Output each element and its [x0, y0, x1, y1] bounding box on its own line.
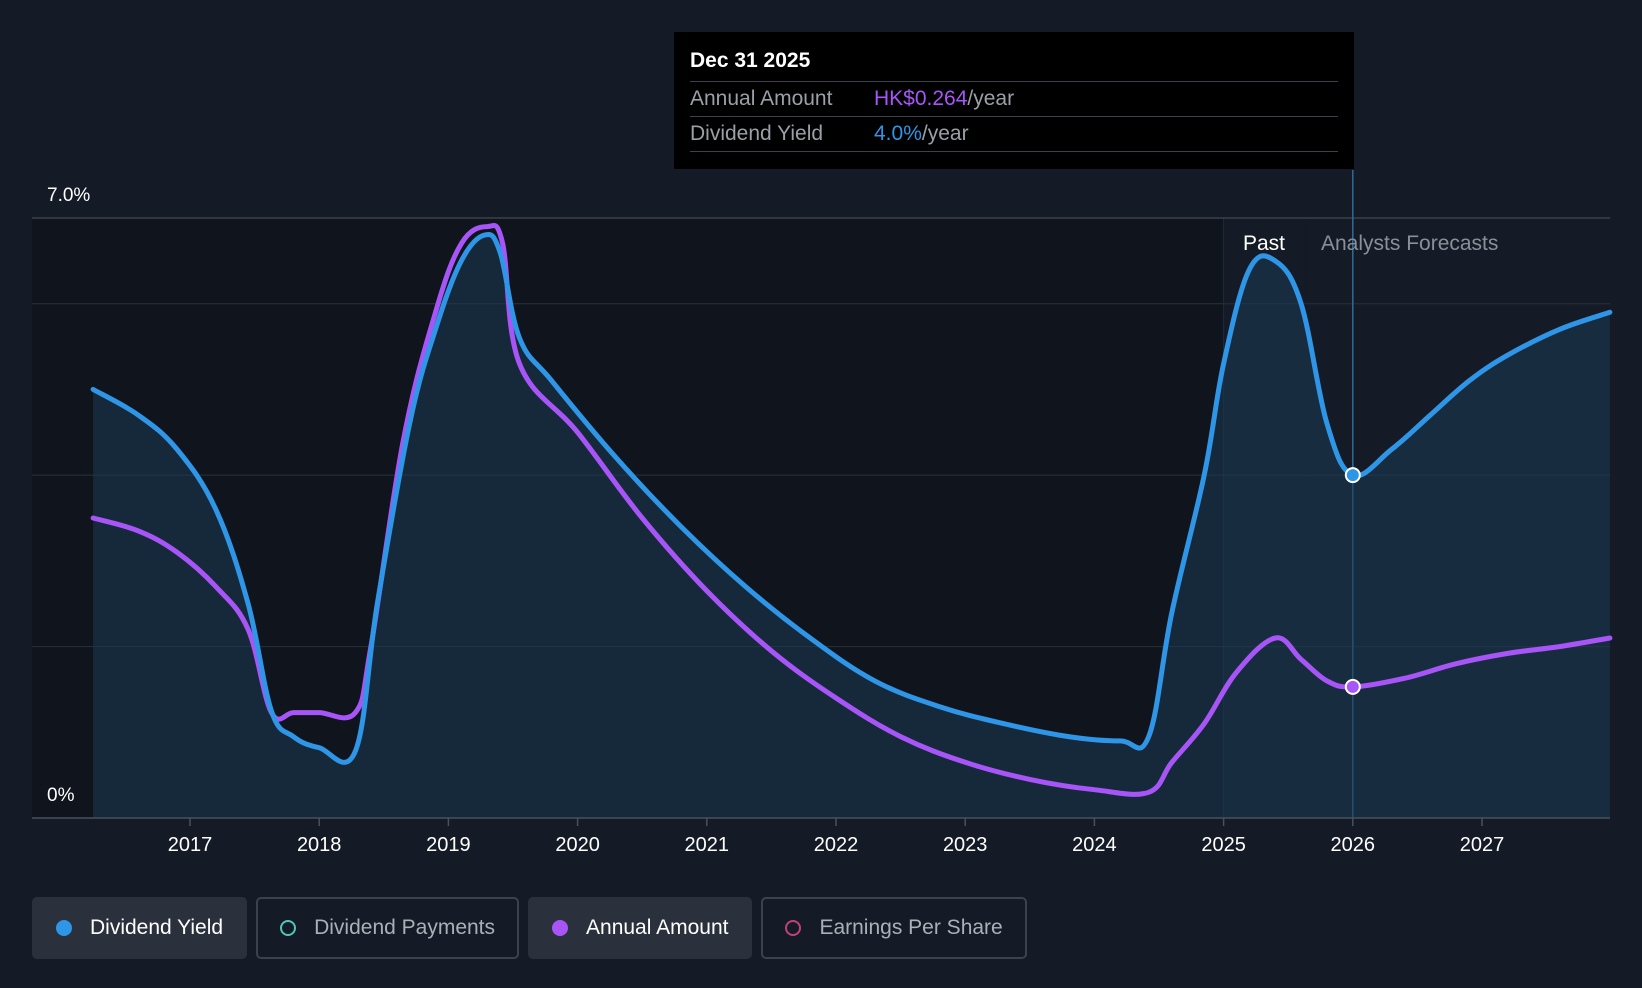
earnings-per-share-ring-icon [785, 920, 802, 936]
tooltip-label: Dividend Yield [690, 122, 824, 145]
dividend-payments-ring-icon [280, 920, 297, 936]
legend-annual-amount[interactable]: Annual Amount [528, 897, 753, 959]
forecast-label: Analysts Forecasts [1321, 232, 1498, 255]
legend-label: Earnings Per Share [819, 916, 1003, 939]
x-axis: 2017 2018 2019 2020 2021 2022 2023 2024 2025 2026… [32, 817, 1610, 856]
tooltip-row-dividend-yield: Dividend Yield 4.0% /year [690, 116, 1338, 152]
x-tick-label: 2020 [555, 834, 600, 856]
dividend-yield-area [93, 234, 1610, 819]
y-min-label: 0% [47, 785, 75, 806]
tooltip-unit: /year [967, 87, 1015, 110]
tooltip-label: Annual Amount [690, 87, 833, 110]
legend-label: Annual Amount [586, 916, 729, 939]
x-tick-label: 2027 [1460, 834, 1505, 856]
x-tick-label: 2022 [814, 834, 859, 856]
x-tick-label: 2025 [1201, 834, 1246, 856]
legend-dividend-payments[interactable]: Dividend Payments [256, 897, 520, 959]
dividend-chart: 2017 2018 2019 2020 2021 2022 2023 2024 2025 2026… [32, 170, 1613, 856]
annual-amount-line [90, 223, 1613, 797]
legend-earnings-per-share[interactable]: Earnings Per Share [761, 897, 1027, 959]
dividend-yield-marker [1344, 467, 1361, 484]
legend: Dividend Yield Dividend Payments Annual … [32, 897, 1027, 959]
x-tick-label: 2018 [297, 834, 342, 856]
tooltip-value: HK$0.264 [874, 87, 968, 110]
tooltip-row-annual-amount: Annual Amount HK$0.264 /year [690, 81, 1338, 116]
tooltip: Dec 31 2025 Annual Amount HK$0.264 /year… [674, 32, 1354, 169]
x-tick-label: 2021 [685, 834, 730, 856]
tooltip-value: 4.0% [874, 122, 922, 145]
legend-dividend-yield[interactable]: Dividend Yield [32, 897, 248, 959]
legend-label: Dividend Payments [314, 916, 496, 939]
x-tick-label: 2019 [426, 834, 471, 856]
dividend-yield-line [90, 232, 1613, 765]
annual-amount-marker [1344, 678, 1361, 695]
past-label: Past [1243, 232, 1285, 255]
y-max-label: 7.0% [47, 185, 90, 206]
tooltip-unit: /year [921, 122, 969, 145]
tooltip-date: Dec 31 2025 [690, 49, 811, 72]
legend-label: Dividend Yield [90, 916, 224, 939]
x-tick-label: 2017 [168, 834, 213, 856]
dividend-yield-dot-icon [56, 920, 72, 936]
x-tick-label: 2026 [1331, 834, 1376, 856]
annual-amount-dot-icon [552, 920, 569, 936]
x-tick-label: 2024 [1072, 834, 1117, 856]
x-tick-label: 2023 [943, 834, 988, 856]
